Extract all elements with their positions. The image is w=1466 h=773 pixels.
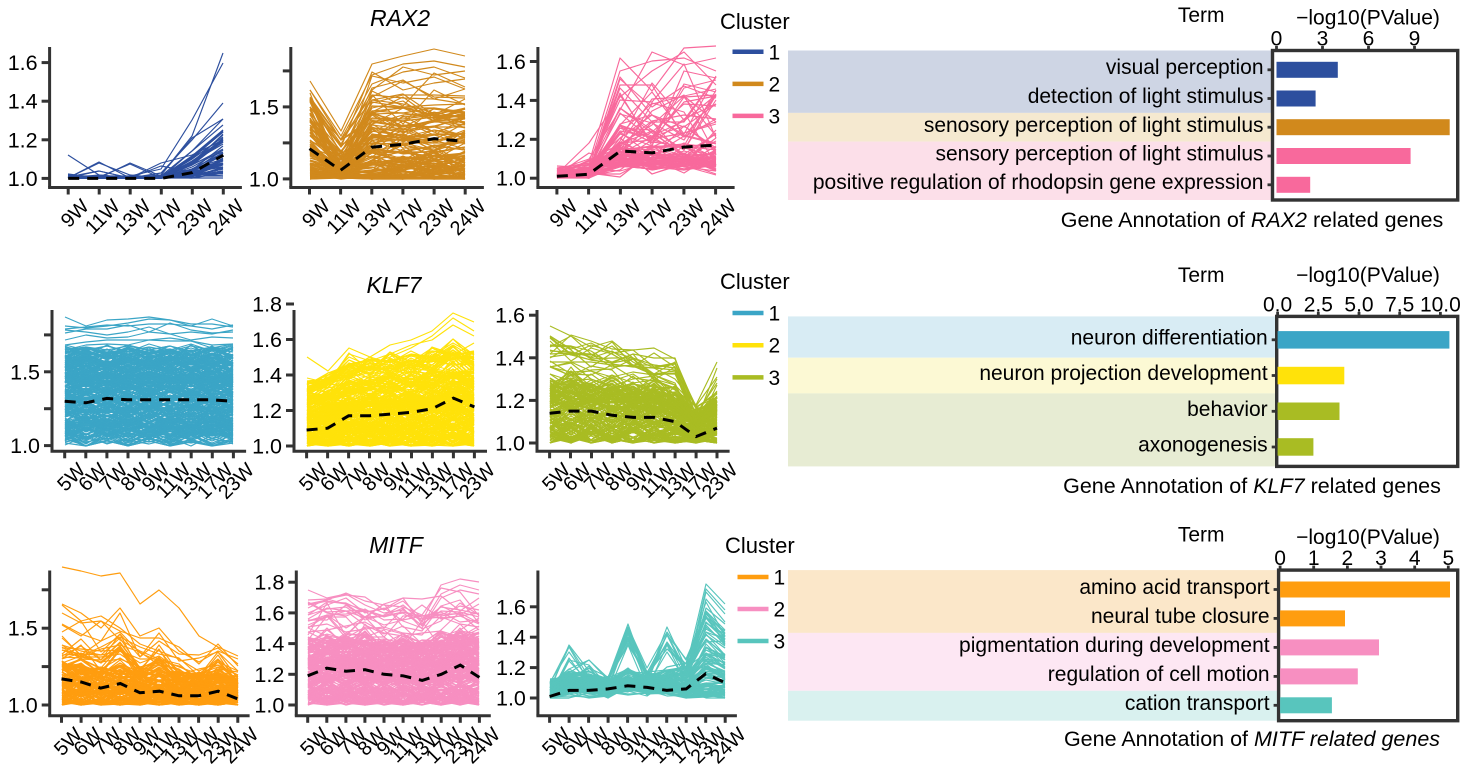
svg-text:3: 3 (769, 367, 781, 390)
svg-text:detection of light stimulus: detection of light stimulus (1028, 85, 1264, 108)
svg-text:1.8: 1.8 (252, 293, 282, 317)
svg-text:1.4: 1.4 (496, 89, 526, 113)
svg-text:1: 1 (769, 41, 781, 64)
svg-text:Term: Term (1178, 264, 1225, 287)
svg-text:Cluster: Cluster (720, 9, 790, 34)
svg-text:1.0: 1.0 (249, 167, 279, 191)
svg-text:1.2: 1.2 (495, 389, 525, 413)
svg-text:Cluster: Cluster (725, 533, 795, 558)
svg-text:1.6: 1.6 (8, 51, 38, 75)
svg-text:1.0: 1.0 (8, 167, 38, 191)
svg-text:1.6: 1.6 (254, 601, 284, 625)
svg-text:regulation of cell motion: regulation of cell motion (1048, 663, 1270, 686)
svg-text:1.6: 1.6 (496, 595, 526, 619)
svg-text:2: 2 (769, 335, 781, 358)
svg-text:axonogenesis: axonogenesis (1138, 434, 1268, 457)
svg-text:pigmentation during developmen: pigmentation during development (959, 634, 1270, 657)
svg-text:Term: Term (1178, 4, 1225, 27)
svg-text:−log10(PValue): −log10(PValue) (1296, 7, 1440, 30)
svg-text:3: 3 (774, 631, 786, 654)
svg-text:10.0: 10.0 (1420, 293, 1461, 316)
svg-text:behavior: behavior (1187, 398, 1268, 421)
svg-text:Term: Term (1178, 524, 1225, 547)
svg-text:1.0: 1.0 (254, 694, 284, 718)
svg-text:1.0: 1.0 (8, 694, 38, 718)
svg-text:1.2: 1.2 (252, 399, 282, 423)
svg-text:1.8: 1.8 (254, 571, 284, 595)
svg-text:Gene Annotation of MITF relate: Gene Annotation of MITF related genes (1064, 727, 1440, 751)
svg-text:1.0: 1.0 (496, 167, 526, 191)
svg-text:1.6: 1.6 (495, 304, 525, 328)
svg-text:1.2: 1.2 (254, 663, 284, 687)
svg-text:24W: 24W (204, 195, 249, 240)
svg-text:2: 2 (1342, 547, 1354, 570)
svg-text:1.4: 1.4 (495, 346, 525, 370)
svg-text:1.4: 1.4 (8, 90, 38, 114)
svg-text:1.0: 1.0 (252, 435, 282, 459)
svg-text:3: 3 (1317, 28, 1329, 51)
svg-text:24W: 24W (446, 195, 491, 240)
svg-text:5: 5 (1442, 547, 1454, 570)
svg-text:1.6: 1.6 (496, 50, 526, 74)
svg-text:KLF7: KLF7 (367, 272, 423, 298)
svg-text:0.0: 0.0 (1263, 293, 1292, 316)
svg-text:1: 1 (774, 567, 786, 590)
svg-text:0: 0 (1274, 547, 1286, 570)
svg-text:1.0: 1.0 (496, 687, 526, 711)
svg-text:1.4: 1.4 (252, 364, 282, 388)
svg-text:2: 2 (769, 73, 781, 96)
svg-text:RAX2: RAX2 (370, 5, 430, 31)
svg-text:senosory perception of light s: senosory perception of light stimulus (924, 114, 1264, 137)
svg-text:Gene Annotation of RAX2 relate: Gene Annotation of RAX2 related genes (1061, 208, 1444, 232)
svg-text:9: 9 (1409, 28, 1421, 51)
svg-text:sensory perception of light st: sensory perception of light stimulus (936, 143, 1264, 166)
svg-text:1.4: 1.4 (496, 626, 526, 650)
svg-text:−log10(PValue): −log10(PValue) (1296, 526, 1440, 549)
svg-text:Gene Annotation of KLF7 relate: Gene Annotation of KLF7 related genes (1063, 474, 1441, 498)
svg-text:1.5: 1.5 (249, 95, 279, 119)
svg-text:neural tube closure: neural tube closure (1091, 605, 1270, 628)
svg-text:Cluster: Cluster (720, 269, 790, 294)
svg-text:MITF: MITF (369, 532, 425, 558)
svg-text:visual perception: visual perception (1106, 56, 1264, 79)
svg-text:1.5: 1.5 (10, 360, 40, 384)
svg-text:4: 4 (1409, 547, 1421, 570)
svg-text:2.5: 2.5 (1304, 293, 1333, 316)
svg-text:1: 1 (1308, 547, 1320, 570)
svg-text:7.5: 7.5 (1385, 293, 1414, 316)
svg-text:1.5: 1.5 (8, 617, 38, 641)
svg-text:1.4: 1.4 (254, 632, 284, 656)
svg-text:−log10(PValue): −log10(PValue) (1296, 264, 1440, 287)
svg-text:2: 2 (774, 599, 786, 622)
svg-text:3: 3 (769, 105, 781, 128)
svg-text:1.2: 1.2 (8, 128, 38, 152)
svg-text:1.2: 1.2 (496, 128, 526, 152)
svg-text:positive regulation of rhodops: positive regulation of rhodopsin gene ex… (813, 171, 1264, 194)
svg-text:24W: 24W (696, 195, 741, 240)
svg-text:1.0: 1.0 (10, 434, 40, 458)
svg-text:cation transport: cation transport (1125, 692, 1270, 715)
svg-text:1: 1 (769, 303, 781, 326)
svg-text:neuron differentiation: neuron differentiation (1071, 326, 1268, 349)
svg-text:3: 3 (1375, 547, 1387, 570)
svg-text:1.2: 1.2 (496, 656, 526, 680)
svg-text:5.0: 5.0 (1344, 293, 1373, 316)
svg-text:neuron projection development: neuron projection development (979, 362, 1268, 385)
svg-text:6: 6 (1363, 28, 1375, 51)
svg-text:amino acid transport: amino acid transport (1079, 576, 1269, 599)
svg-text:0: 0 (1271, 28, 1283, 51)
svg-text:1.6: 1.6 (252, 328, 282, 352)
svg-text:1.0: 1.0 (495, 432, 525, 456)
